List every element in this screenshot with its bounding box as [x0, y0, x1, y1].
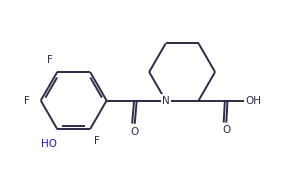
Text: OH: OH [245, 95, 261, 105]
Text: O: O [131, 127, 139, 137]
Text: F: F [94, 136, 100, 146]
Text: O: O [222, 125, 230, 135]
Text: HO: HO [41, 139, 57, 149]
Text: F: F [24, 95, 29, 105]
Text: N: N [162, 95, 170, 105]
Text: F: F [47, 55, 53, 65]
